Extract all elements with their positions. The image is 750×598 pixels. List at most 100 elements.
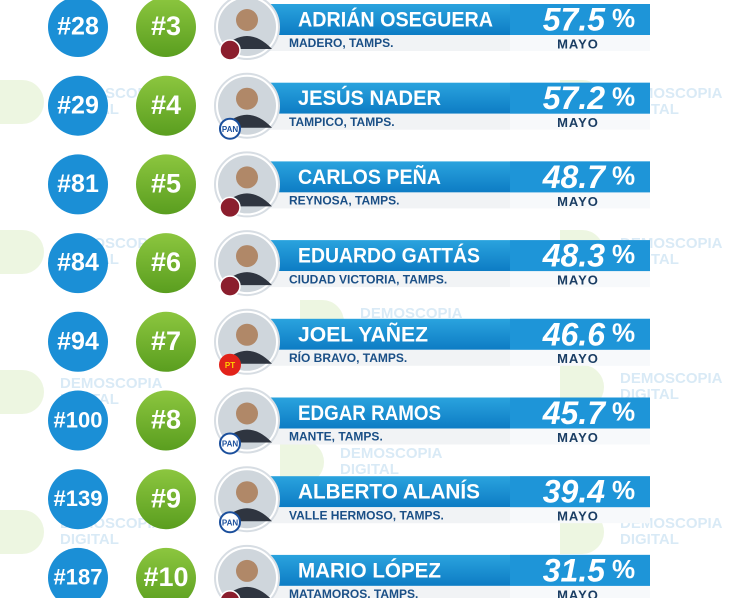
city-strip bbox=[250, 428, 510, 445]
rows: #28 #3 ADRIÁN OSEGUERA MADERO, TAMPS. 57.5 % M… bbox=[48, 0, 650, 598]
state-rank: #4 bbox=[151, 90, 181, 120]
city-strip bbox=[250, 585, 510, 598]
national-rank-badge bbox=[48, 547, 108, 598]
city: REYNOSA, TAMPS. bbox=[289, 194, 399, 208]
row: #29 #4 PAN JESÚS NADER TAMPICO, TAMPS. 57.2 % M… bbox=[48, 72, 650, 140]
percent-box-top bbox=[510, 240, 650, 272]
watermark-logo bbox=[0, 80, 44, 124]
city-strip bbox=[250, 192, 510, 209]
national-rank: #84 bbox=[57, 249, 99, 277]
watermark-logo bbox=[280, 440, 324, 484]
party-badge bbox=[219, 275, 241, 297]
city-strip bbox=[250, 113, 510, 130]
national-rank: #29 bbox=[57, 91, 99, 119]
approval-unit: % bbox=[612, 475, 635, 505]
city-strip bbox=[250, 35, 510, 51]
watermark-logo bbox=[0, 230, 44, 274]
percent-box-top bbox=[510, 397, 650, 429]
state-rank-badge bbox=[136, 469, 196, 530]
party-badge bbox=[219, 353, 241, 376]
national-rank: #81 bbox=[57, 170, 99, 198]
national-rank: #139 bbox=[54, 486, 103, 511]
national-rank-badge bbox=[48, 311, 108, 372]
photo-head bbox=[236, 559, 258, 582]
candidate-name: MARIO LÓPEZ bbox=[298, 558, 441, 582]
month: MAYO bbox=[557, 273, 599, 288]
watermark-logo bbox=[0, 510, 44, 554]
approval-unit: % bbox=[612, 3, 635, 33]
month: MAYO bbox=[557, 115, 599, 130]
row: #28 #3 ADRIÁN OSEGUERA MADERO, TAMPS. 57.5 % M… bbox=[48, 0, 650, 61]
national-rank-badge bbox=[48, 233, 108, 294]
state-rank-badge bbox=[136, 154, 196, 215]
approval-unit: % bbox=[612, 396, 635, 426]
national-rank-badge bbox=[48, 0, 108, 57]
approval-value: 45.7 bbox=[542, 395, 607, 431]
city-strip bbox=[250, 507, 510, 524]
state-rank: #9 bbox=[151, 483, 181, 513]
party-badge bbox=[219, 590, 241, 598]
row: #94 #7 PT JOEL YAÑEZ RÍO BRAVO, TAMPS. 46.6 % M… bbox=[48, 308, 650, 376]
city: CIUDAD VICTORIA, TAMPS. bbox=[289, 272, 447, 286]
approval-value: 57.5 bbox=[543, 1, 606, 37]
photo-head bbox=[236, 245, 258, 268]
national-rank: #28 bbox=[57, 13, 99, 41]
photo-head bbox=[236, 87, 258, 110]
party-badge bbox=[219, 432, 241, 455]
national-rank-badge bbox=[48, 469, 108, 530]
percent-box-top bbox=[510, 82, 650, 114]
watermark-sub: DIGITAL bbox=[620, 531, 679, 548]
city: MATAMOROS, TAMPS. bbox=[289, 587, 418, 598]
month: MAYO bbox=[557, 430, 599, 445]
city: RÍO BRAVO, TAMPS. bbox=[289, 350, 407, 365]
row: #81 #5 CARLOS PEÑA REYNOSA, TAMPS. 48.7 % MAYO bbox=[48, 151, 650, 219]
row: #187 #10 MARIO LÓPEZ MATAMOROS, TAMPS. 31.5%… bbox=[48, 544, 650, 598]
approval-unit: % bbox=[612, 318, 635, 348]
percent-box-top bbox=[510, 554, 650, 586]
month: MAYO bbox=[557, 351, 599, 366]
candidate-name: EDUARDO GATTÁS bbox=[298, 245, 480, 268]
approval-unit: % bbox=[612, 554, 635, 584]
city: MANTE, TAMPS. bbox=[289, 430, 383, 444]
candidate-name: JESÚS NADER bbox=[298, 86, 441, 110]
national-rank-badge bbox=[48, 154, 108, 215]
party-badge bbox=[219, 117, 241, 140]
party-badge bbox=[219, 196, 241, 219]
month: MAYO bbox=[557, 587, 599, 598]
percent-box-top bbox=[510, 318, 650, 350]
approval-value: 48.3 bbox=[542, 238, 605, 274]
state-rank-badge bbox=[136, 311, 196, 372]
candidate-name: ADRIÁN OSEGUERA bbox=[298, 9, 493, 32]
photo-head bbox=[236, 402, 258, 425]
photo-head bbox=[236, 9, 258, 31]
percent-box-top bbox=[510, 476, 650, 508]
month: MAYO bbox=[557, 36, 599, 51]
approval-unit: % bbox=[612, 239, 635, 269]
photo-head bbox=[236, 481, 258, 504]
city: TAMPICO, TAMPS. bbox=[289, 115, 395, 129]
month: MAYO bbox=[557, 509, 599, 524]
party-label: PT bbox=[225, 361, 235, 370]
watermark-sub: DIGITAL bbox=[60, 531, 119, 548]
state-rank-badge bbox=[136, 390, 196, 451]
approval-unit: % bbox=[612, 82, 635, 112]
national-rank: #94 bbox=[57, 327, 99, 355]
national-rank-badge bbox=[48, 390, 108, 451]
candidate-name: JOEL YAÑEZ bbox=[298, 323, 428, 346]
approval-value: 57.2 bbox=[543, 80, 605, 116]
candidate-name: EDGAR RAMOS bbox=[298, 402, 441, 425]
photo-head bbox=[236, 166, 258, 189]
candidate-name: CARLOS PEÑA bbox=[298, 166, 441, 189]
national-rank-badge bbox=[48, 75, 108, 136]
party-label: PAN bbox=[222, 440, 239, 449]
state-rank-badge bbox=[136, 0, 196, 57]
watermark-brand: DEMOSCOPIA bbox=[360, 305, 463, 322]
watermark-logo bbox=[0, 370, 44, 414]
city: VALLE HERMOSO, TAMPS. bbox=[289, 508, 444, 522]
watermark-sub: DIGITAL bbox=[340, 461, 399, 478]
national-rank: #100 bbox=[54, 407, 103, 432]
approval-value: 48.7 bbox=[542, 159, 607, 195]
state-rank-badge bbox=[136, 75, 196, 136]
percent-box-top bbox=[510, 4, 650, 35]
